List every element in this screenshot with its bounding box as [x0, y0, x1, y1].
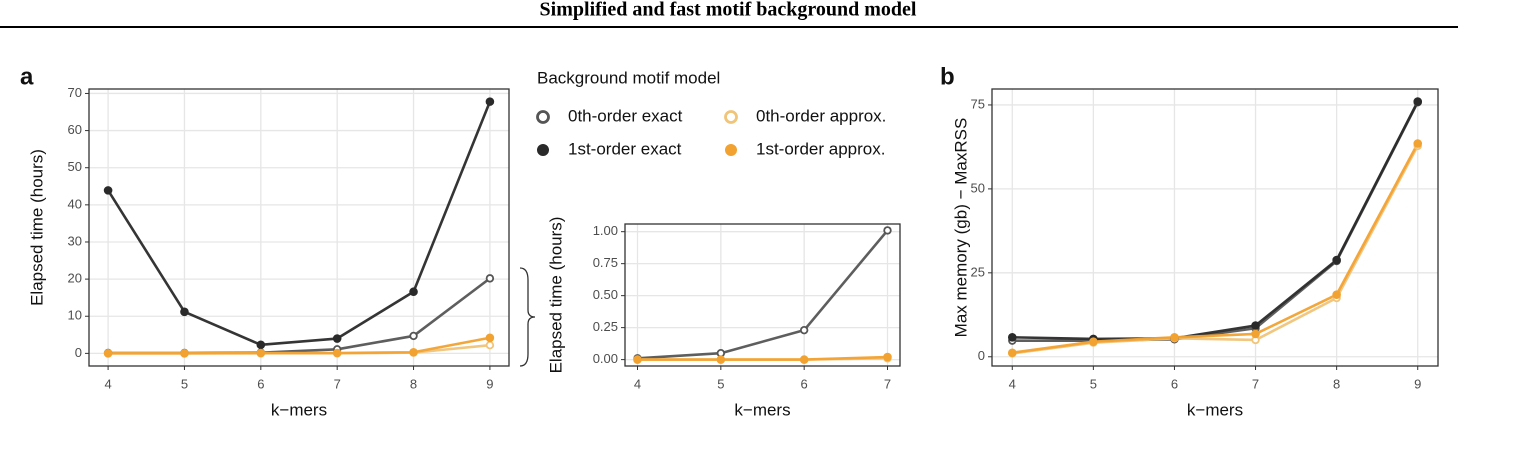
x-tick-label: 7 — [884, 376, 891, 391]
x-tick-label: 7 — [334, 376, 341, 391]
data-point — [409, 287, 418, 297]
data-point — [1170, 332, 1179, 342]
series-line — [637, 355, 888, 361]
plot-border — [624, 223, 901, 367]
x-tick-label: 8 — [1333, 376, 1340, 391]
data-point — [799, 355, 809, 364]
data-point — [716, 355, 726, 364]
data-point — [180, 349, 189, 358]
data-point — [103, 186, 113, 195]
plot-border — [991, 88, 1439, 367]
data-point — [1251, 321, 1260, 330]
y-axis-title: Elapsed time (hours) — [27, 149, 46, 306]
y-tick-label: 70 — [68, 85, 82, 100]
legend-marker — [537, 144, 549, 156]
x-axis-title: k−mers — [1187, 400, 1243, 419]
data-point — [633, 355, 642, 364]
series-line — [1012, 142, 1419, 355]
y-tick-label: 10 — [68, 308, 82, 323]
x-tick-label: 5 — [717, 376, 724, 391]
data-point — [332, 334, 342, 343]
x-tick-label: 5 — [181, 376, 188, 391]
data-point — [1413, 97, 1423, 106]
y-tick-label: 50 — [971, 180, 985, 195]
data-point — [1007, 332, 1017, 342]
series-line — [108, 336, 491, 355]
data-point — [485, 333, 495, 343]
y-tick-label: 25 — [971, 264, 985, 279]
y-tick-label: 0.25 — [593, 319, 618, 334]
y-tick-label: 0.00 — [593, 351, 618, 366]
data-point — [1089, 337, 1098, 346]
x-tick-label: 9 — [486, 376, 493, 391]
y-axis-title: Max memory (gb) − MaxRSS — [951, 118, 970, 338]
x-tick-label: 5 — [1090, 376, 1097, 391]
y-axis-title: Elapsed time (hours) — [546, 217, 565, 374]
x-tick-label: 4 — [1009, 376, 1016, 391]
data-point — [256, 340, 266, 350]
data-point — [485, 274, 495, 283]
y-tick-label: 0 — [978, 348, 985, 363]
panel-label: a — [20, 63, 34, 90]
y-tick-label: 1.00 — [593, 223, 618, 238]
series-line — [106, 101, 492, 347]
y-tick-label: 20 — [68, 271, 82, 286]
y-tick-label: 75 — [971, 96, 985, 111]
legend-label: 0th-order exact — [568, 106, 683, 125]
y-tick-label: 0 — [75, 345, 82, 360]
x-tick-label: 6 — [801, 376, 808, 391]
data-point — [485, 341, 495, 350]
data-point — [1007, 348, 1017, 358]
series-line — [637, 229, 889, 360]
x-axis-title: k−mers — [734, 400, 790, 419]
data-point — [409, 331, 418, 341]
data-point — [180, 307, 189, 317]
x-tick-label: 8 — [410, 376, 417, 391]
inset-bracket — [519, 267, 536, 367]
y-tick-label: 50 — [68, 159, 82, 174]
data-point — [256, 348, 266, 358]
x-axis-title: k−mers — [271, 400, 327, 419]
x-tick-label: 7 — [1252, 376, 1259, 391]
legend-label: 1st-order exact — [568, 139, 682, 158]
x-tick-label: 9 — [1414, 376, 1421, 391]
data-point — [799, 325, 809, 335]
legend-marker — [724, 110, 738, 124]
legend-label: 0th-order approx. — [756, 106, 886, 125]
y-tick-label: 30 — [68, 233, 82, 248]
plot-background — [992, 89, 1438, 366]
data-point — [409, 347, 418, 357]
x-tick-label: 6 — [257, 376, 264, 391]
data-point — [1413, 139, 1423, 148]
panel-label: b — [940, 63, 955, 90]
legend-marker — [725, 144, 737, 156]
x-tick-label: 6 — [1171, 376, 1178, 391]
plot-border — [88, 88, 510, 367]
data-point — [1332, 255, 1341, 265]
data-point — [1332, 290, 1341, 299]
y-tick-label: 40 — [68, 196, 82, 211]
series-line — [1012, 100, 1419, 341]
legend-label: 1st-order approx. — [756, 139, 885, 158]
legend-marker — [536, 110, 550, 124]
x-tick-label: 4 — [104, 376, 111, 391]
y-tick-label: 60 — [68, 122, 82, 137]
data-point — [883, 352, 892, 362]
y-tick-label: 0.75 — [593, 255, 618, 270]
data-point — [485, 97, 495, 106]
y-tick-label: 0.50 — [593, 287, 618, 302]
legend-title: Background motif model — [537, 68, 720, 87]
data-point — [1251, 329, 1260, 339]
data-point — [103, 349, 113, 358]
x-tick-label: 4 — [634, 376, 641, 391]
page-title: Simplified and fast motif background mod… — [540, 0, 917, 21]
data-point — [883, 226, 892, 235]
data-point — [332, 348, 342, 358]
